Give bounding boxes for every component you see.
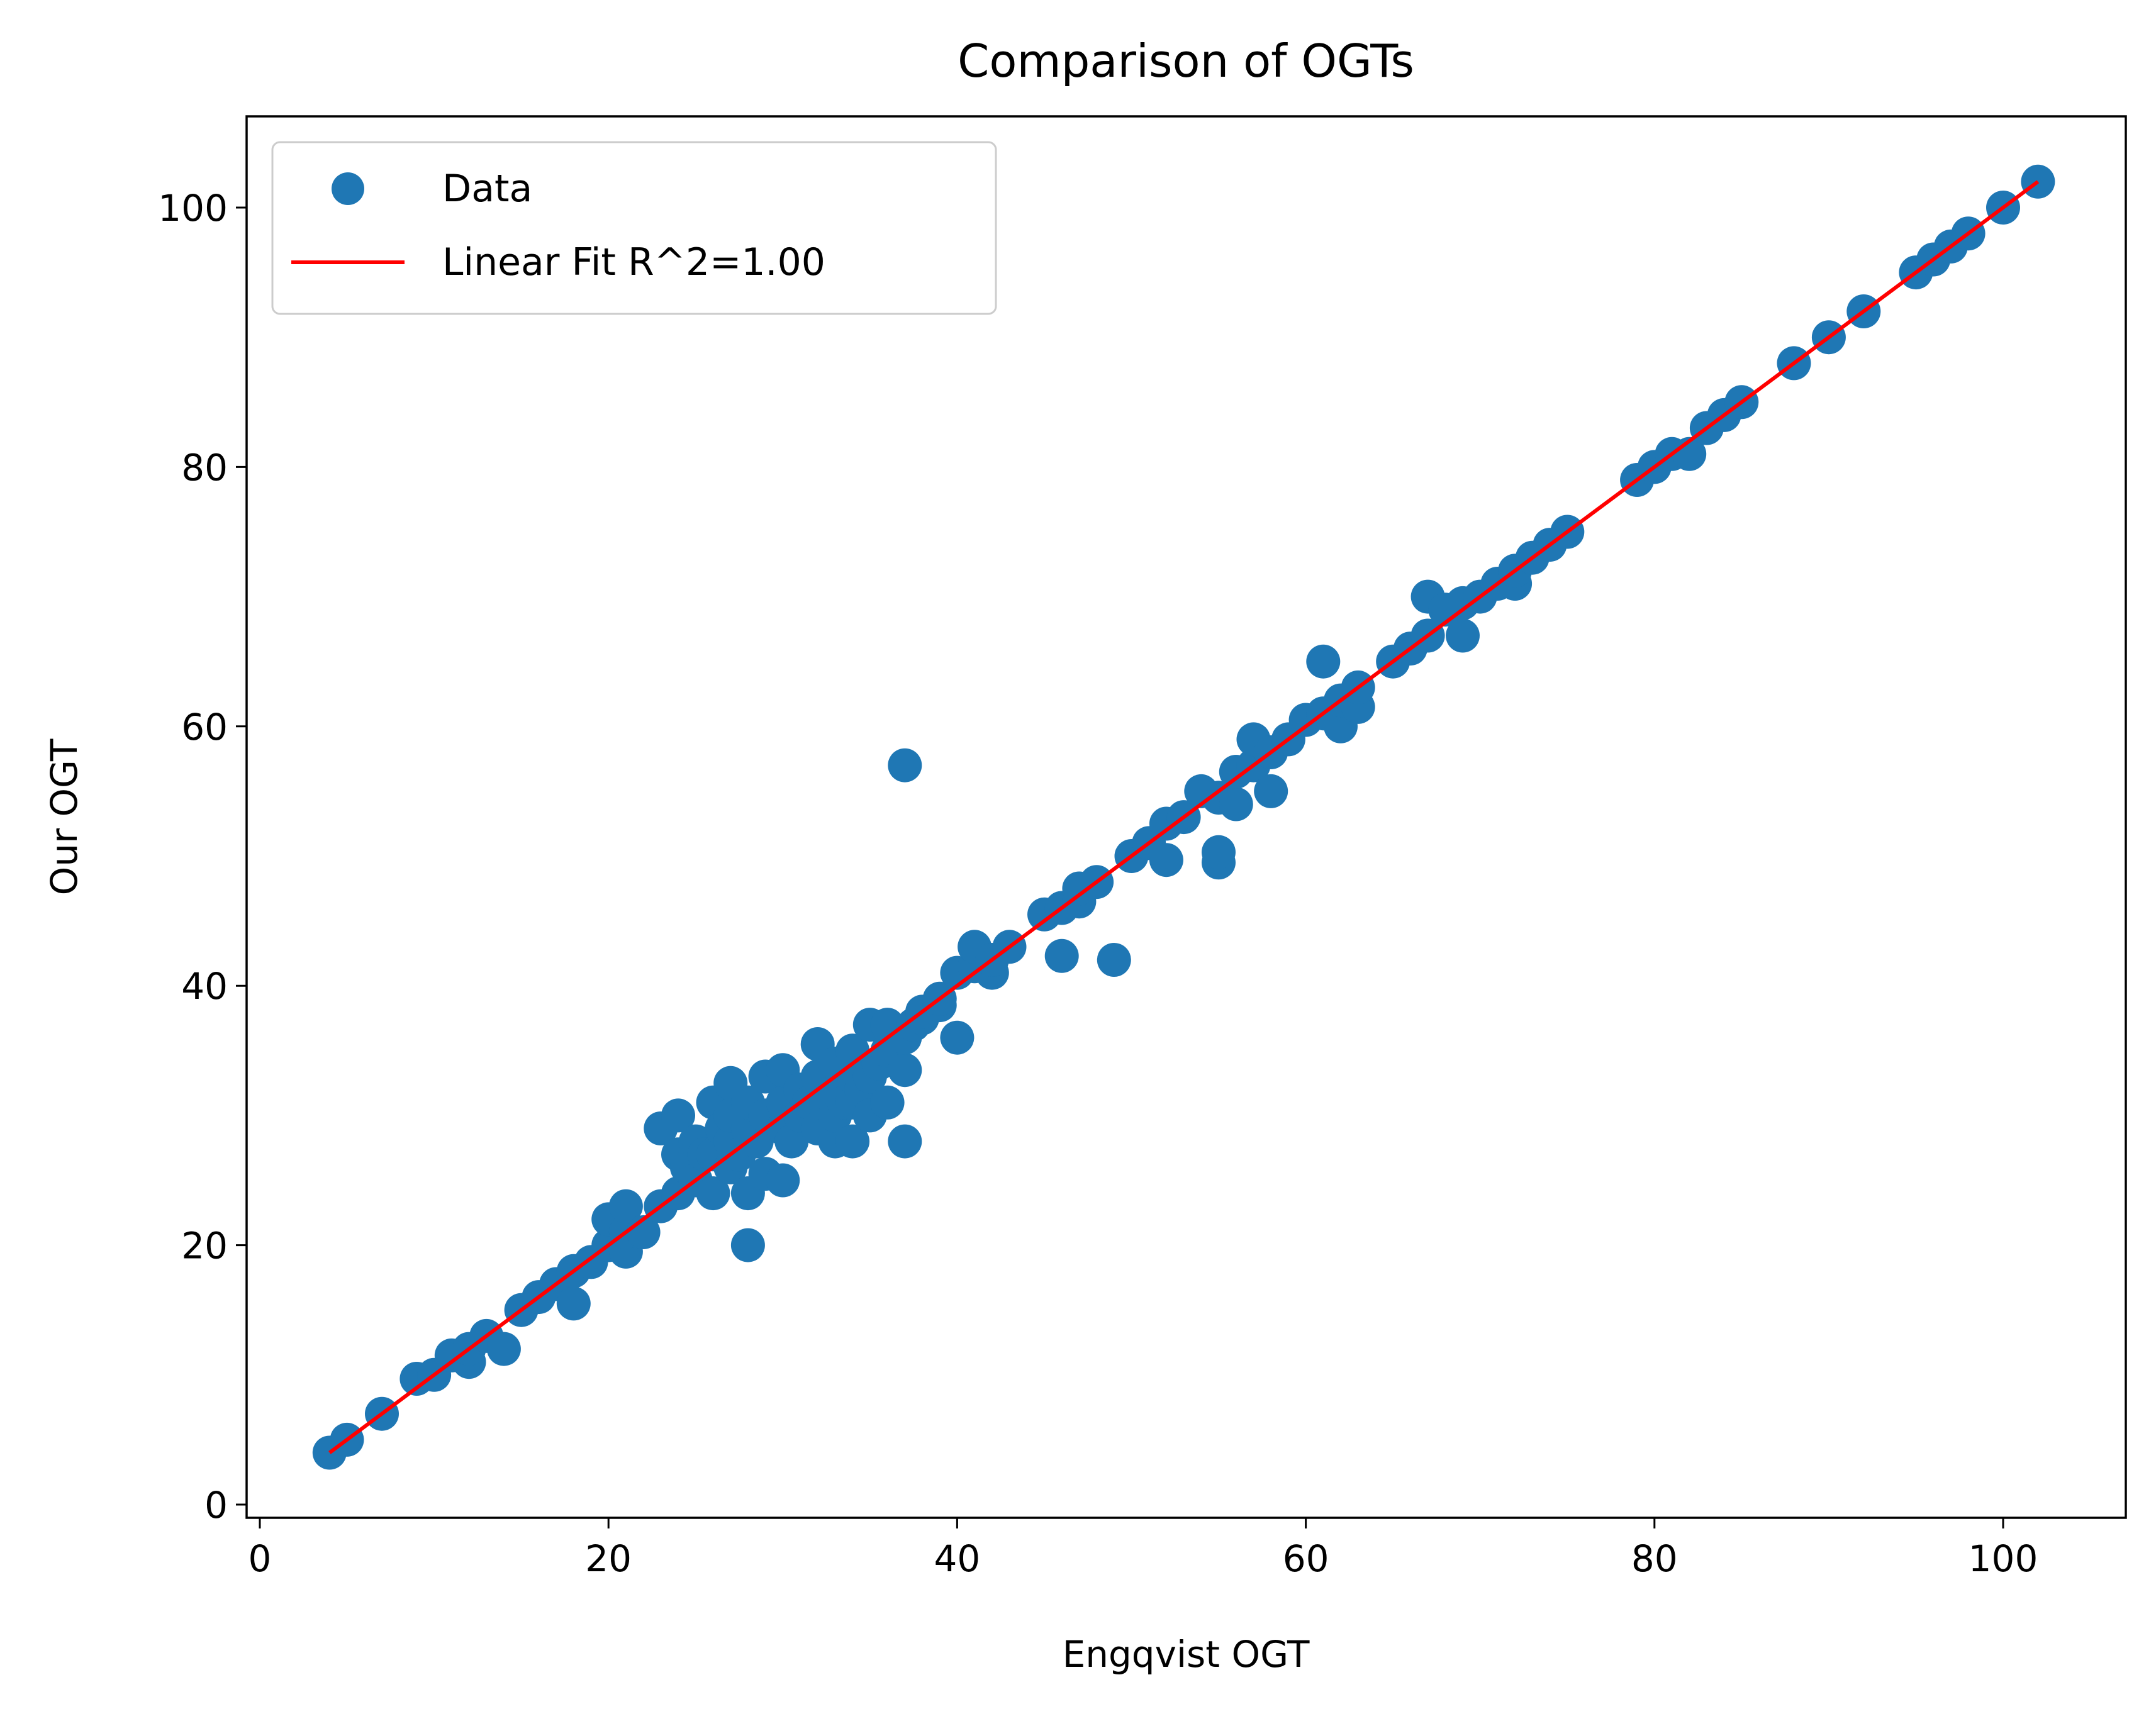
legend-marker-data (332, 172, 364, 205)
y-tick-label: 80 (181, 446, 228, 489)
data-point (888, 1124, 922, 1159)
data-point (1097, 943, 1131, 977)
x-tick-label: 40 (934, 1537, 980, 1580)
data-point (835, 1124, 870, 1159)
data-point (1149, 843, 1183, 877)
data-point (1254, 774, 1288, 808)
legend-label-fit: Linear Fit R^2=1.00 (442, 240, 825, 284)
legend-box (271, 141, 997, 315)
axis-ticks: 0 20 40 60 80 100 0 20 40 60 80 100 (158, 187, 2038, 1580)
data-point (766, 1163, 800, 1198)
data-point (486, 1332, 521, 1366)
y-axis-label: Our OGT (43, 738, 86, 895)
x-tick-label: 80 (1631, 1537, 1678, 1580)
data-point (556, 1286, 591, 1321)
y-tick-label: 40 (181, 965, 228, 1008)
data-point (870, 1085, 905, 1120)
plot-area (312, 164, 2055, 1470)
data-point (661, 1098, 695, 1133)
axes-frame (245, 115, 2127, 1519)
data-point (1446, 618, 1480, 653)
linear-fit-line (328, 180, 2040, 1454)
data-point (730, 1228, 765, 1262)
data-point (1306, 644, 1341, 679)
y-tick-label: 0 (204, 1484, 228, 1527)
x-tick-label: 100 (1969, 1537, 2038, 1580)
data-point (888, 1053, 922, 1088)
data-point (774, 1124, 809, 1159)
data-point (888, 748, 922, 782)
x-tick-label: 0 (249, 1537, 272, 1580)
legend: Data Linear Fit R^2=1.00 (271, 141, 997, 315)
x-tick-label: 20 (585, 1537, 632, 1580)
chart-title: Comparison of OGTs (958, 35, 1414, 87)
data-point (739, 1124, 774, 1159)
data-point (1219, 787, 1253, 821)
legend-label-data: Data (442, 167, 532, 211)
y-tick-label: 60 (181, 706, 228, 749)
data-point (1044, 938, 1079, 973)
x-tick-label: 60 (1283, 1537, 1329, 1580)
data-point (608, 1189, 643, 1223)
data-point (940, 1020, 975, 1055)
y-tick-label: 100 (158, 187, 228, 230)
x-axis-label: Engqvist OGT (1063, 1633, 1310, 1676)
data-point (1202, 835, 1236, 869)
y-tick-label: 20 (181, 1225, 228, 1267)
data-point (696, 1176, 730, 1211)
